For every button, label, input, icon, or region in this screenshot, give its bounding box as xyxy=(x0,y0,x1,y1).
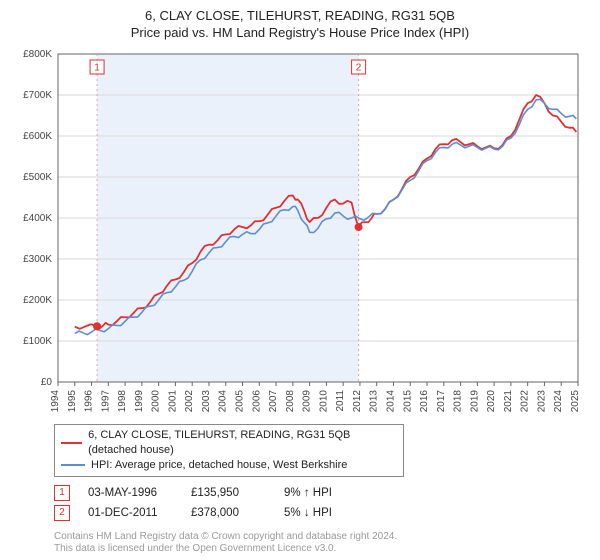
svg-text:£0: £0 xyxy=(41,377,53,388)
sale-delta-2: 5% ↓ HPI xyxy=(284,507,332,519)
svg-text:2022: 2022 xyxy=(520,390,531,413)
svg-text:1994: 1994 xyxy=(50,390,61,413)
svg-text:£300K: £300K xyxy=(23,254,52,265)
svg-text:2024: 2024 xyxy=(553,390,564,413)
legend-row-1: 6, CLAY CLOSE, TILEHURST, READING, RG31 … xyxy=(61,428,397,458)
svg-text:1998: 1998 xyxy=(117,390,128,413)
svg-text:£500K: £500K xyxy=(23,172,52,183)
sale-price-1: £135,950 xyxy=(191,487,266,499)
svg-text:2010: 2010 xyxy=(318,390,329,413)
svg-text:2016: 2016 xyxy=(419,390,430,413)
svg-text:2023: 2023 xyxy=(536,390,547,413)
chart-container: 6, CLAY CLOSE, TILEHURST, READING, RG31 … xyxy=(0,0,600,556)
svg-text:2025: 2025 xyxy=(570,390,581,413)
svg-text:2002: 2002 xyxy=(184,390,195,413)
svg-text:2019: 2019 xyxy=(469,390,480,413)
legend-row-2: HPI: Average price, detached house, West… xyxy=(61,458,397,473)
svg-text:2: 2 xyxy=(356,63,362,74)
svg-text:1995: 1995 xyxy=(67,390,78,413)
sale-date-1: 03-MAY-1996 xyxy=(88,487,173,499)
sales-row-2: 2 01-DEC-2011 £378,000 5% ↓ HPI xyxy=(54,503,588,523)
svg-text:1: 1 xyxy=(94,63,100,74)
svg-text:2000: 2000 xyxy=(151,390,162,413)
sale-date-2: 01-DEC-2011 xyxy=(88,507,173,519)
svg-text:2021: 2021 xyxy=(503,390,514,413)
sale-marker-badge-1: 1 xyxy=(54,485,70,501)
svg-text:£100K: £100K xyxy=(23,336,52,347)
svg-text:£600K: £600K xyxy=(23,131,52,142)
svg-text:1996: 1996 xyxy=(84,390,95,413)
sale-price-2: £378,000 xyxy=(191,507,266,519)
chart-area: £0 £100K £200K £300K £400K £500K £600K £700K £80… xyxy=(12,46,588,416)
svg-text:£200K: £200K xyxy=(23,295,52,306)
footer-line-2: This data is licensed under the Open Gov… xyxy=(54,543,588,556)
svg-text:2006: 2006 xyxy=(251,390,262,413)
svg-text:2018: 2018 xyxy=(453,390,464,413)
legend-swatch-series1 xyxy=(61,442,82,444)
sale-delta-1: 9% ↑ HPI xyxy=(284,487,332,499)
svg-text:1997: 1997 xyxy=(100,390,111,413)
sales-table: 1 03-MAY-1996 £135,950 9% ↑ HPI 2 01-DEC… xyxy=(54,483,588,523)
svg-text:2015: 2015 xyxy=(402,390,413,413)
svg-text:2008: 2008 xyxy=(285,390,296,413)
svg-text:2003: 2003 xyxy=(201,390,212,413)
svg-text:2007: 2007 xyxy=(268,390,279,413)
sale-marker-badge-2: 2 xyxy=(54,505,70,521)
svg-text:2001: 2001 xyxy=(167,390,178,413)
svg-text:2013: 2013 xyxy=(369,390,380,413)
svg-text:£400K: £400K xyxy=(23,213,52,224)
svg-text:2009: 2009 xyxy=(302,390,313,413)
svg-text:2005: 2005 xyxy=(235,390,246,413)
svg-text:2014: 2014 xyxy=(385,390,396,413)
sales-row-1: 1 03-MAY-1996 £135,950 9% ↑ HPI xyxy=(54,483,588,503)
line-chart-svg: £0 £100K £200K £300K £400K £500K £600K £700K £80… xyxy=(12,46,588,416)
svg-text:£700K: £700K xyxy=(23,90,52,101)
legend: 6, CLAY CLOSE, TILEHURST, READING, RG31 … xyxy=(54,424,404,477)
svg-text:2020: 2020 xyxy=(486,390,497,413)
chart-subtitle: Price paid vs. HM Land Registry's House … xyxy=(12,25,588,40)
svg-text:1999: 1999 xyxy=(134,390,145,413)
footer-line-1: Contains HM Land Registry data © Crown c… xyxy=(54,531,588,544)
legend-label-series2: HPI: Average price, detached house, West… xyxy=(91,458,347,473)
legend-swatch-series2 xyxy=(61,464,85,466)
svg-text:£800K: £800K xyxy=(23,49,52,60)
svg-text:2017: 2017 xyxy=(436,390,447,413)
svg-text:2012: 2012 xyxy=(352,390,363,413)
chart-title: 6, CLAY CLOSE, TILEHURST, READING, RG31 … xyxy=(12,8,588,23)
svg-text:2004: 2004 xyxy=(218,390,229,413)
legend-label-series1: 6, CLAY CLOSE, TILEHURST, READING, RG31 … xyxy=(88,428,397,458)
attribution-footer: Contains HM Land Registry data © Crown c… xyxy=(54,531,588,556)
svg-text:2011: 2011 xyxy=(335,390,346,412)
